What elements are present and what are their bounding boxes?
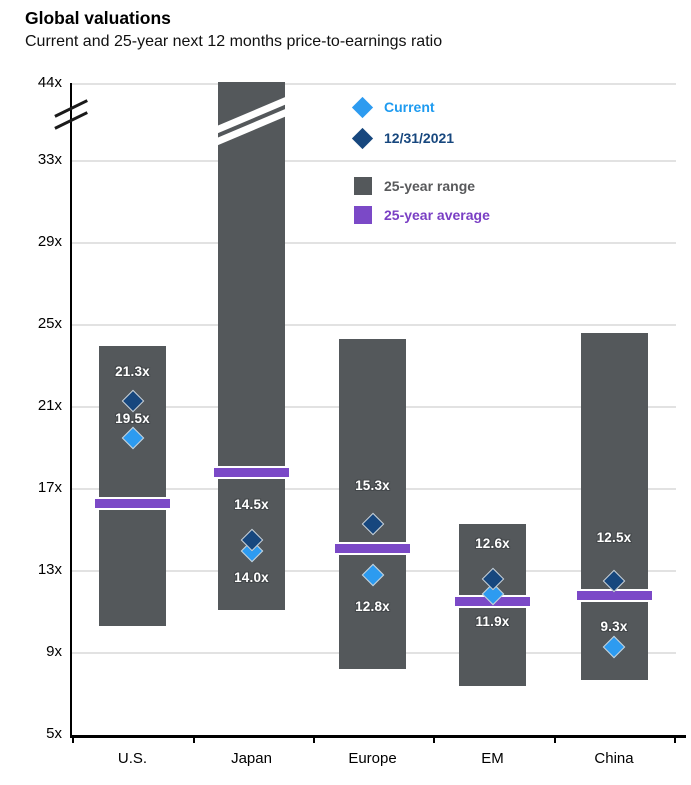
dec-31-2021-diamond-icon bbox=[351, 127, 374, 149]
legend-item-25-year-average: 25-year average bbox=[352, 203, 490, 227]
current-value-label-europe: 12.8x bbox=[355, 599, 390, 615]
current-diamond-icon bbox=[351, 96, 374, 118]
grid-line bbox=[72, 160, 676, 162]
y-tick-label: 29x bbox=[37, 233, 62, 250]
grid-line bbox=[72, 83, 676, 85]
average-square-icon bbox=[353, 206, 372, 224]
grid-line bbox=[72, 324, 676, 326]
x-axis-line bbox=[70, 735, 686, 738]
legend-item-dec-31-2021: 12/31/2021 bbox=[351, 126, 455, 150]
x-axis-label-em: EM bbox=[481, 750, 504, 767]
x-axis-tick bbox=[192, 737, 195, 743]
legend-label-current: Current bbox=[384, 99, 435, 115]
x-axis-tick bbox=[553, 737, 556, 743]
current-value-label-em: 11.9x bbox=[475, 613, 510, 629]
current-value-label-us: 19.5x bbox=[115, 410, 150, 426]
chart-title: Global valuations bbox=[25, 8, 171, 28]
average-marker-europe bbox=[333, 541, 412, 555]
x-axis-label-europe: Europe bbox=[348, 750, 397, 767]
y-tick-label: 9x bbox=[46, 643, 62, 660]
y-tick-label: 17x bbox=[37, 479, 62, 496]
y-axis-line bbox=[70, 83, 72, 737]
x-axis-tick bbox=[71, 737, 74, 743]
x-axis-tick bbox=[433, 737, 435, 743]
x-axis-label-china: China bbox=[594, 750, 634, 767]
range-square-icon bbox=[353, 177, 372, 195]
range-bar-china bbox=[580, 333, 648, 680]
average-marker-japan bbox=[212, 466, 291, 480]
current-value-label-japan: 14.0x bbox=[234, 569, 269, 585]
dec-31-2021-value-label-em: 12.6x bbox=[475, 536, 510, 552]
chart-subtitle: Current and 25-year next 12 months price… bbox=[25, 33, 443, 50]
x-axis-label-japan: Japan bbox=[231, 750, 272, 767]
y-tick-label: 21x bbox=[37, 397, 62, 414]
dec-31-2021-value-label-japan: 14.5x bbox=[234, 497, 269, 513]
x-axis-tick bbox=[312, 737, 315, 743]
y-tick-label: 13x bbox=[37, 561, 62, 578]
legend-item-25-year-range: 25-year range bbox=[352, 174, 475, 198]
dec-31-2021-value-label-europe: 15.3x bbox=[355, 477, 390, 493]
current-value-label-china: 9.3x bbox=[600, 618, 628, 634]
dec-31-2021-value-label-china: 12.5x bbox=[596, 530, 632, 546]
x-axis-label-us: U.S. bbox=[117, 750, 148, 767]
y-tick-label: 44x bbox=[37, 74, 62, 91]
range-bar-japan bbox=[218, 82, 285, 610]
y-tick-label: 5x bbox=[46, 725, 62, 742]
legend-label-25-year-range: 25-year range bbox=[384, 178, 476, 194]
y-tick-label: 33x bbox=[37, 151, 62, 168]
x-axis-tick bbox=[673, 737, 676, 743]
grid-line bbox=[72, 242, 676, 244]
range-bar-europe bbox=[339, 339, 406, 670]
legend-label-25-year-average: 25-year average bbox=[384, 207, 490, 223]
legend-label-dec-31-2021: 12/31/2021 bbox=[384, 130, 455, 146]
average-marker-us bbox=[93, 496, 172, 510]
dec-31-2021-value-label-us: 21.3x bbox=[115, 363, 150, 379]
range-bar-us bbox=[99, 345, 166, 627]
y-tick-label: 25x bbox=[37, 315, 62, 332]
legend-item-current: Current bbox=[351, 95, 435, 119]
